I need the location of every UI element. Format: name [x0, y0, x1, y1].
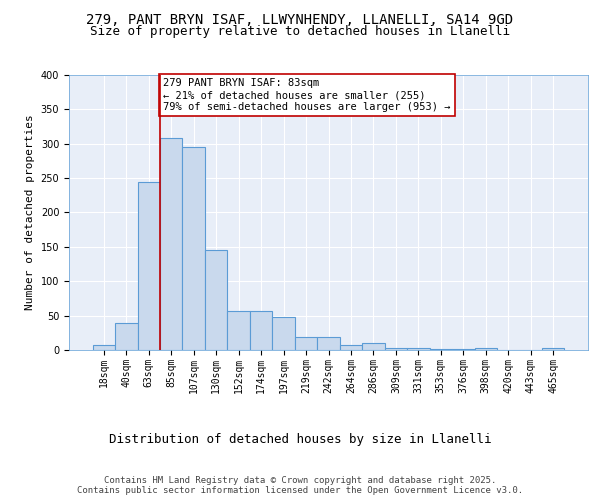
Bar [362, 343, 385, 350]
Bar [340, 344, 362, 350]
Y-axis label: Number of detached properties: Number of detached properties [25, 114, 35, 310]
Bar [385, 348, 407, 350]
Bar [182, 147, 205, 350]
Bar [317, 337, 340, 350]
Bar [250, 311, 272, 350]
Bar [160, 138, 182, 350]
Bar [475, 348, 497, 350]
Bar [272, 317, 295, 350]
Text: Contains HM Land Registry data © Crown copyright and database right 2025.
Contai: Contains HM Land Registry data © Crown c… [77, 476, 523, 495]
Bar [227, 311, 250, 350]
Bar [295, 337, 317, 350]
Bar [115, 323, 137, 350]
Bar [137, 182, 160, 350]
Bar [407, 348, 430, 350]
Text: 279, PANT BRYN ISAF, LLWYNHENDY, LLANELLI, SA14 9GD: 279, PANT BRYN ISAF, LLWYNHENDY, LLANELL… [86, 12, 514, 26]
Bar [542, 348, 565, 350]
Text: Distribution of detached houses by size in Llanelli: Distribution of detached houses by size … [109, 432, 491, 446]
Bar [92, 345, 115, 350]
Text: 279 PANT BRYN ISAF: 83sqm
← 21% of detached houses are smaller (255)
79% of semi: 279 PANT BRYN ISAF: 83sqm ← 21% of detac… [163, 78, 451, 112]
Text: Size of property relative to detached houses in Llanelli: Size of property relative to detached ho… [90, 25, 510, 38]
Bar [205, 250, 227, 350]
